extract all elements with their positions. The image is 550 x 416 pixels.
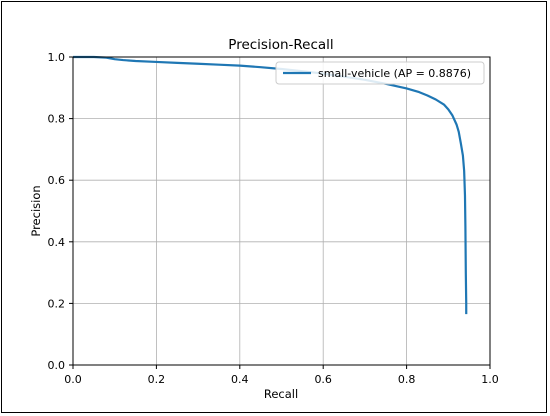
x-tick-label: 0.2 bbox=[148, 373, 166, 386]
x-axis-label: Recall bbox=[264, 387, 298, 401]
series-group bbox=[73, 55, 468, 315]
legend: small-vehicle (AP = 0.8876) bbox=[275, 61, 485, 85]
x-tick-label: 1.0 bbox=[481, 373, 499, 386]
legend-label-small-vehicle: small-vehicle (AP = 0.8876) bbox=[318, 67, 471, 80]
y-axis-ticks: 0.0 0.2 0.4 0.6 0.8 1.0 bbox=[48, 51, 73, 372]
y-tick-label: 0.8 bbox=[48, 113, 66, 126]
y-tick-label: 0.0 bbox=[48, 359, 66, 372]
y-tick-label: 0.2 bbox=[48, 297, 66, 310]
legend-box bbox=[275, 61, 485, 85]
chart-title: Precision-Recall bbox=[228, 37, 333, 53]
x-tick-label: 0.4 bbox=[231, 373, 249, 386]
series-line-small-vehicle bbox=[73, 55, 468, 315]
y-tick-label: 0.4 bbox=[48, 236, 66, 249]
y-axis-label: Precision bbox=[29, 185, 43, 236]
grid-lines bbox=[72, 56, 491, 366]
y-tick-label: 1.0 bbox=[48, 51, 66, 64]
x-tick-label: 0.8 bbox=[398, 373, 416, 386]
x-tick-label: 0.0 bbox=[64, 373, 82, 386]
x-tick-label: 0.6 bbox=[314, 373, 332, 386]
x-axis-ticks: 0.0 0.2 0.4 0.6 0.8 1.0 bbox=[64, 365, 499, 386]
plot-area-border bbox=[72, 56, 491, 366]
y-tick-label: 0.6 bbox=[48, 174, 66, 187]
